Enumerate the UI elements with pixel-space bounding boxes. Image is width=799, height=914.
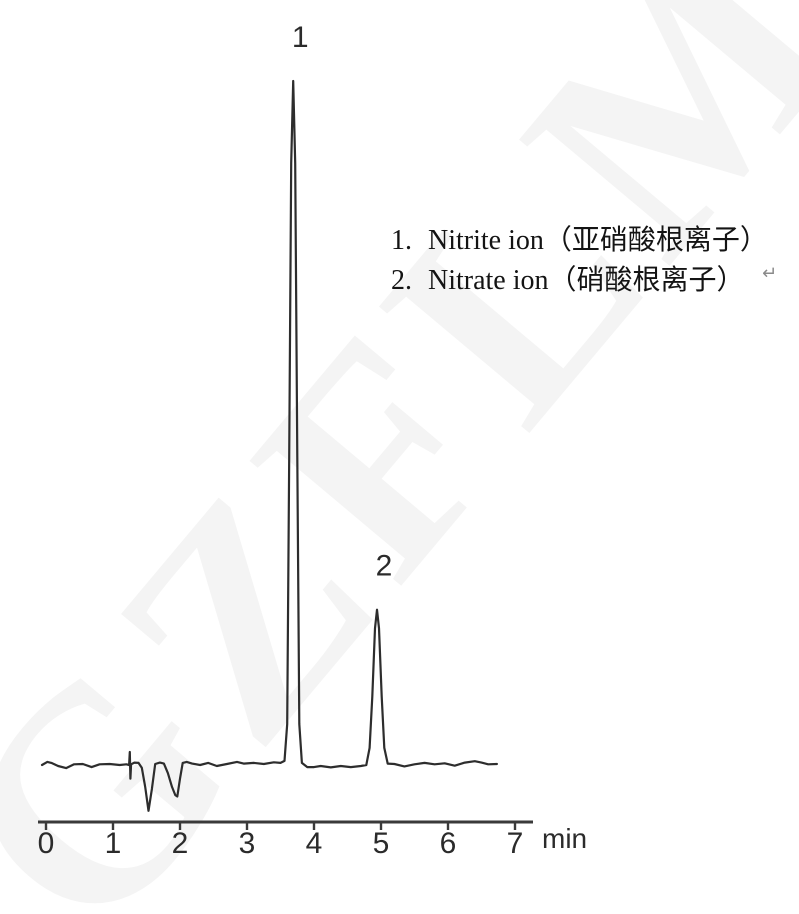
legend-item-label: Nitrite ion（亚硝酸根离子） <box>428 225 768 256</box>
peak-legend: 1. Nitrite ion（亚硝酸根离子） 2. Nitrate ion（硝酸… <box>391 221 768 301</box>
legend-item-label: Nitrate ion（硝酸根离子） <box>428 265 745 296</box>
peak-label-1: 1 <box>292 21 309 54</box>
peak-label-2: 2 <box>376 550 393 583</box>
x-axis-tick-label: 7 <box>507 827 524 860</box>
x-axis-tick-label: 5 <box>373 827 390 860</box>
x-axis-tick-label: 1 <box>105 827 122 860</box>
legend-item-number: 1. <box>391 225 412 256</box>
paragraph-return-icon: ↵ <box>762 263 778 284</box>
x-axis-tick-label: 6 <box>440 827 457 860</box>
legend-item-number: 2. <box>391 265 412 296</box>
legend-item-nitrate: 2. Nitrate ion（硝酸根离子） <box>391 261 768 301</box>
x-axis-unit-label: min <box>542 823 587 854</box>
legend-item-nitrite: 1. Nitrite ion（亚硝酸根离子） <box>391 221 768 261</box>
chromatogram-trace <box>40 79 498 812</box>
x-axis-tick-label: 4 <box>306 827 323 860</box>
x-axis-tick-label: 0 <box>38 827 55 860</box>
x-axis-tick-label: 2 <box>172 827 189 860</box>
x-axis-tick-label: 3 <box>239 827 256 860</box>
